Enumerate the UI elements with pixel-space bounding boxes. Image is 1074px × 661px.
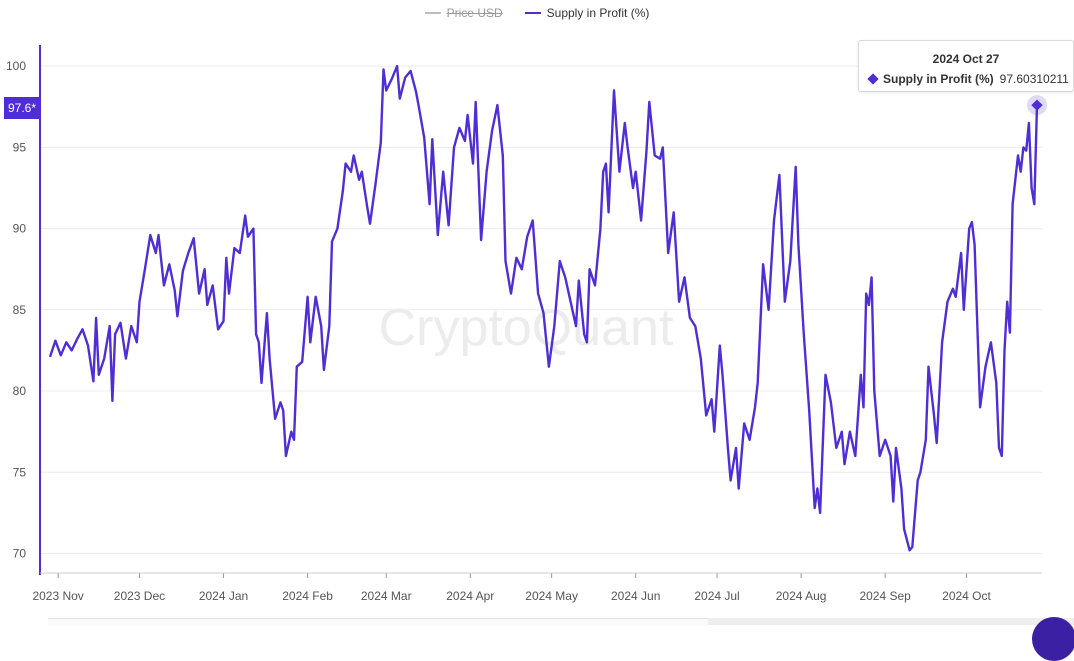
x-tick-label: 2024 Oct [942, 589, 991, 603]
tooltip-date: 2024 Oct 27 [932, 52, 1000, 66]
chat-button[interactable] [1032, 617, 1074, 661]
legend-label-supply-in-profit: Supply in Profit (%) [546, 6, 650, 20]
hover-marker [1027, 95, 1047, 116]
tooltip: 2024 Oct 27 Supply in Profit (%) 97.6031… [858, 40, 1074, 92]
grid-lines [40, 65, 1042, 555]
footer-strip [48, 618, 708, 626]
y-tick-label: 90 [13, 222, 27, 236]
x-tick-label: 2023 Dec [114, 589, 165, 603]
legend-swatch-price-usd [424, 12, 441, 14]
y-tick-label: 75 [13, 465, 27, 479]
x-axis-ticks: 2023 Nov 2023 Dec 2024 Jan 2024 Feb 2024 Mar… [32, 573, 992, 603]
x-tick-label: 2024 Sep [859, 589, 911, 603]
tooltip-value: 97.60310211 [999, 72, 1069, 86]
supply-in-profit-line [48, 64, 1039, 552]
x-tick-label: 2023 Nov [32, 589, 83, 603]
current-value-label: 97.6* [4, 97, 40, 119]
legend-item-price-usd[interactable]: Price USD [424, 6, 503, 20]
x-tick-label: 2024 Mar [361, 589, 412, 603]
y-axis-ticks: 70 75 80 85 90 95 100 [6, 59, 26, 560]
y-tick-label: 70 [13, 547, 27, 561]
legend-swatch-supply-in-profit [524, 12, 541, 14]
y-tick-label: 100 [6, 59, 26, 73]
legend-item-supply-in-profit[interactable]: Supply in Profit (%) [524, 6, 650, 20]
y-tick-label: 85 [13, 303, 27, 317]
tooltip-row: Supply in Profit (%) 97.60310211 [867, 72, 1073, 86]
y-tick-label: 95 [13, 140, 27, 154]
legend-label-price-usd: Price USD [446, 6, 503, 20]
diamond-icon [867, 73, 879, 85]
hover-point [1031, 99, 1043, 111]
x-tick-label: 2024 Jan [199, 589, 248, 603]
x-tick-label: 2024 May [525, 589, 578, 603]
chart-legend: Price USD Supply in Profit (%) [0, 6, 1074, 20]
x-tick-label: 2024 Feb [282, 589, 333, 603]
x-tick-label: 2024 Apr [446, 589, 494, 603]
y-tick-label: 80 [13, 384, 27, 398]
tooltip-series-name: Supply in Profit (%) [883, 72, 994, 86]
x-tick-label: 2024 Jul [694, 589, 739, 603]
footer-strip-right [708, 618, 1074, 625]
x-tick-label: 2024 Jun [611, 589, 660, 603]
watermark: CryptoQuant [379, 299, 674, 357]
x-tick-label: 2024 Aug [776, 589, 827, 603]
